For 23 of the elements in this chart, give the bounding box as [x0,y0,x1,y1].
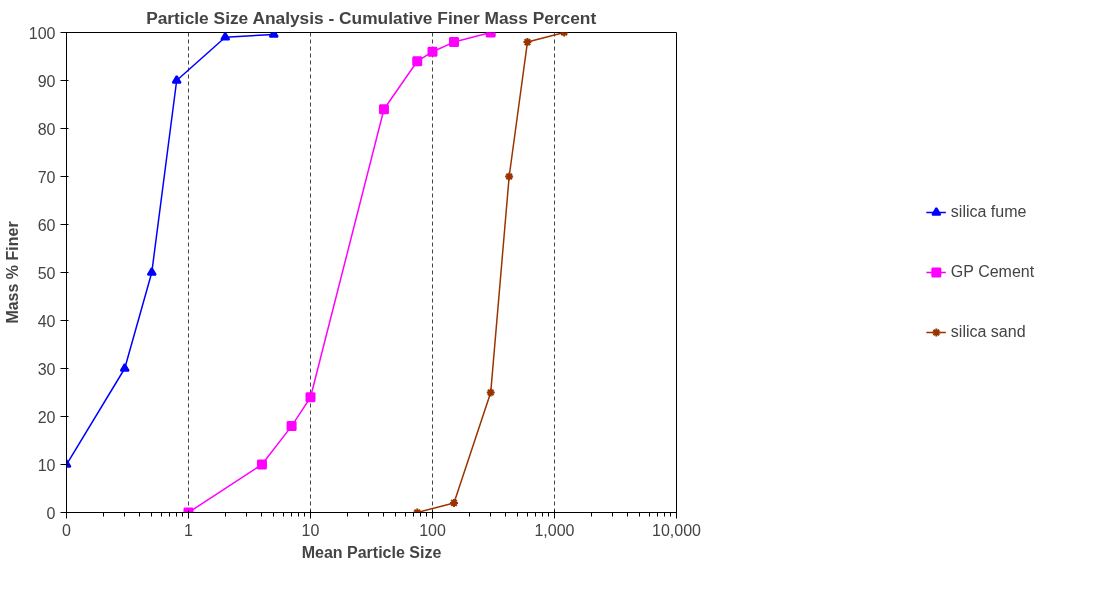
x-axis-title: Mean Particle Size [301,543,442,561]
y-tick-label: 50 [37,264,56,282]
y-tick-label: 30 [37,360,56,378]
x-tick-label: 10 [301,521,320,539]
y-axis-title: Mass % Finer [3,221,21,324]
legend-label: GP Cement [950,263,1035,281]
y-tick-label: 70 [37,168,56,186]
y-tick-label: 20 [37,408,56,426]
legend-label: silica fume [950,203,1027,221]
x-tick-label: 1,000 [534,521,575,539]
y-tick-label: 0 [46,504,56,522]
x-tick-label: 100 [419,521,446,539]
y-tick-label: 10 [37,456,56,474]
legend-label: silica sand [950,323,1026,341]
x-tick-label: 0 [62,521,72,539]
y-tick-label: 90 [37,72,56,90]
y-tick-label: 60 [37,216,56,234]
y-tick-label: 100 [28,24,56,42]
x-tick-label: 10,000 [652,521,702,539]
chart-title: Particle Size Analysis - Cumulative Finer Mass Percent [146,7,597,28]
y-tick-label: 80 [37,120,56,138]
y-tick-label: 40 [37,312,56,330]
x-tick-label: 1 [184,521,194,539]
